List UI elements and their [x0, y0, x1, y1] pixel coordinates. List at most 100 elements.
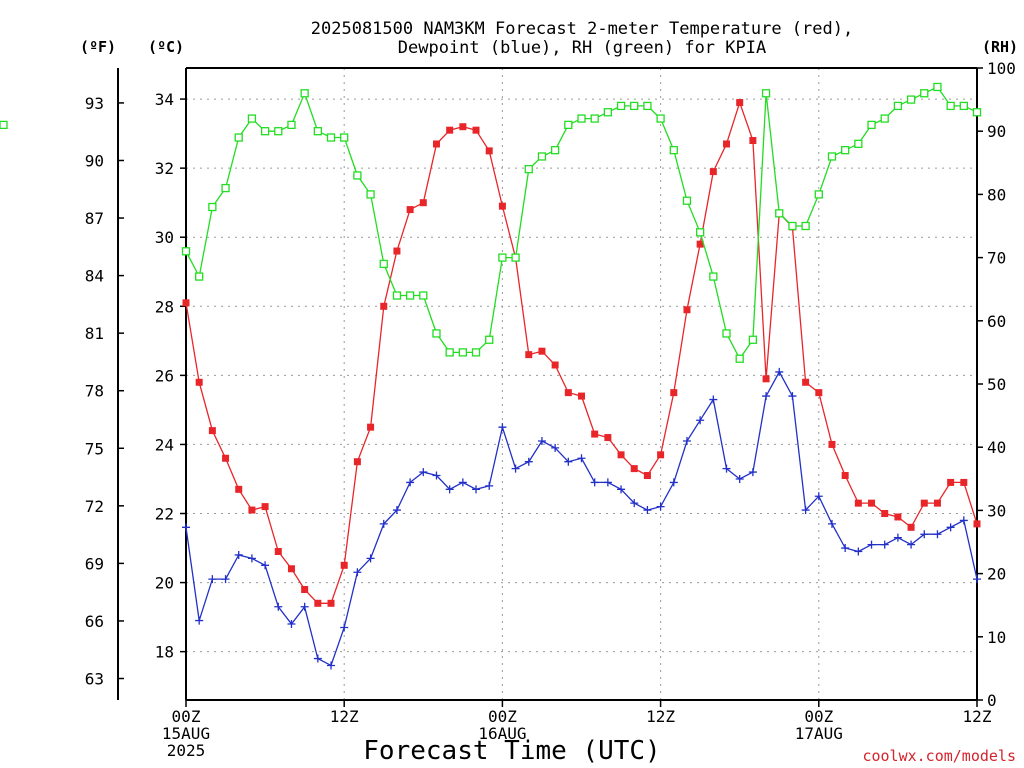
rh-tick-label: 40: [987, 438, 1006, 457]
celsius-tick-label: 28: [155, 297, 174, 316]
data-point: [603, 478, 612, 487]
data-point: [367, 423, 375, 431]
data-point: [208, 427, 216, 435]
data-point: [867, 120, 876, 130]
data-point: [959, 101, 968, 111]
rh-tick-label: 0: [987, 691, 997, 710]
data-point: [405, 291, 415, 300]
data-point: [801, 506, 810, 515]
fahrenheit-unit-label: (ºF): [80, 38, 116, 56]
data-point: [392, 506, 401, 515]
x-axis-label: Forecast Time (UTC): [363, 736, 660, 766]
data-point: [525, 351, 533, 359]
series-line: [185, 86, 978, 360]
data-point: [682, 196, 692, 205]
data-point: [182, 523, 190, 532]
data-point: [682, 436, 691, 445]
data-point: [867, 540, 876, 549]
celsius-tick-label: 30: [155, 228, 174, 247]
data-point: [604, 434, 612, 442]
data-point: [287, 120, 296, 130]
fahrenheit-tick-label: 78: [85, 382, 104, 401]
data-point: [419, 291, 428, 300]
data-point: [748, 335, 758, 344]
data-point: [709, 395, 718, 404]
x-tick-label: 12Z: [330, 707, 359, 726]
data-point: [287, 565, 295, 573]
data-point: [222, 454, 230, 462]
data-point: [736, 99, 744, 107]
data-point: [366, 190, 375, 199]
data-point: [814, 492, 823, 501]
celsius-tick-label: 20: [155, 574, 174, 593]
data-point: [670, 389, 678, 397]
data-point: [432, 140, 440, 148]
data-point: [564, 457, 573, 466]
data-point: [669, 146, 678, 155]
data-point: [933, 530, 942, 539]
data-point: [195, 378, 203, 386]
data-point: [445, 485, 454, 494]
rh-tick-label: 80: [987, 185, 1006, 204]
data-point: [445, 348, 454, 357]
celsius-unit-label: (ºC): [148, 38, 184, 56]
data-point: [485, 481, 494, 490]
series-line: [185, 370, 978, 667]
data-point: [577, 114, 586, 123]
axes: [117, 67, 983, 707]
data-point: [498, 202, 506, 210]
temperature-series: [182, 99, 981, 607]
data-point: [353, 568, 362, 577]
data-point: [880, 540, 889, 549]
data-point: [591, 430, 599, 438]
data-point: [221, 183, 230, 193]
fahrenheit-tick-label: 72: [85, 497, 104, 516]
data-point: [327, 599, 335, 607]
celsius-tick-label: 22: [155, 505, 174, 524]
data-point: [722, 464, 731, 473]
data-point: [274, 127, 283, 136]
data-point: [406, 206, 414, 214]
data-point: [393, 247, 401, 255]
data-point: [815, 389, 823, 397]
data-point: [301, 585, 309, 593]
fahrenheit-tick-label: 93: [85, 94, 104, 113]
data-point: [432, 329, 441, 338]
data-point: [234, 550, 243, 559]
credit-text: coolwx.com/models: [862, 747, 1016, 765]
data-point: [353, 458, 361, 466]
data-point: [406, 478, 415, 487]
data-point: [485, 147, 493, 155]
data-point: [907, 523, 915, 531]
data-point: [340, 623, 349, 632]
rh-tick-label: 70: [987, 249, 1006, 268]
data-point: [933, 499, 941, 507]
data-point: [841, 472, 849, 480]
data-point: [550, 146, 560, 155]
data-point: [827, 152, 837, 161]
rh-tick-label: 100: [987, 59, 1016, 78]
data-point: [261, 503, 269, 511]
data-point: [537, 152, 547, 161]
data-point: [485, 335, 494, 344]
data-point: [353, 171, 362, 180]
data-point: [814, 190, 823, 199]
data-point: [564, 389, 572, 397]
celsius-tick-label: 34: [155, 90, 174, 109]
data-point: [511, 464, 520, 473]
rh-tick-label: 10: [987, 628, 1006, 647]
data-point: [274, 602, 283, 611]
rh-tick-label: 90: [987, 122, 1006, 141]
data-point: [788, 221, 797, 231]
data-point: [472, 485, 481, 494]
data-point: [722, 329, 731, 338]
data-point: [854, 139, 863, 148]
data-point: [538, 347, 546, 355]
celsius-tick-label: 26: [155, 366, 174, 385]
fahrenheit-tick-label: 81: [85, 324, 104, 343]
celsius-tick-label: 18: [155, 643, 174, 662]
data-point: [907, 540, 916, 549]
data-point: [300, 89, 309, 98]
series-line: [185, 100, 978, 604]
